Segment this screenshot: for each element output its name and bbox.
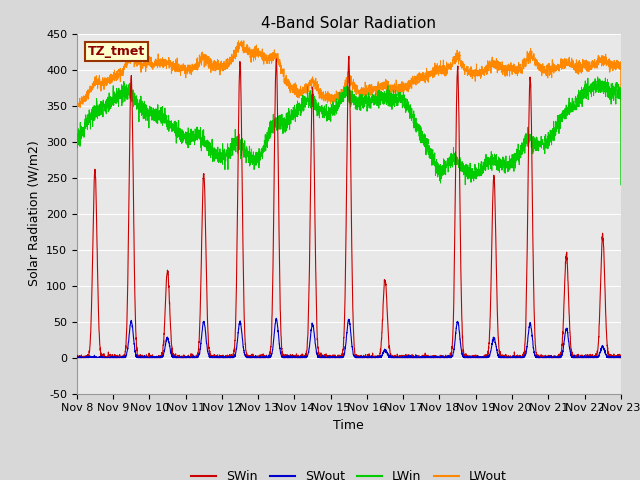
Text: TZ_tmet: TZ_tmet bbox=[88, 45, 145, 58]
Y-axis label: Solar Radiation (W/m2): Solar Radiation (W/m2) bbox=[28, 141, 40, 287]
Title: 4-Band Solar Radiation: 4-Band Solar Radiation bbox=[261, 16, 436, 31]
X-axis label: Time: Time bbox=[333, 419, 364, 432]
Legend: SWin, SWout, LWin, LWout: SWin, SWout, LWin, LWout bbox=[186, 465, 512, 480]
